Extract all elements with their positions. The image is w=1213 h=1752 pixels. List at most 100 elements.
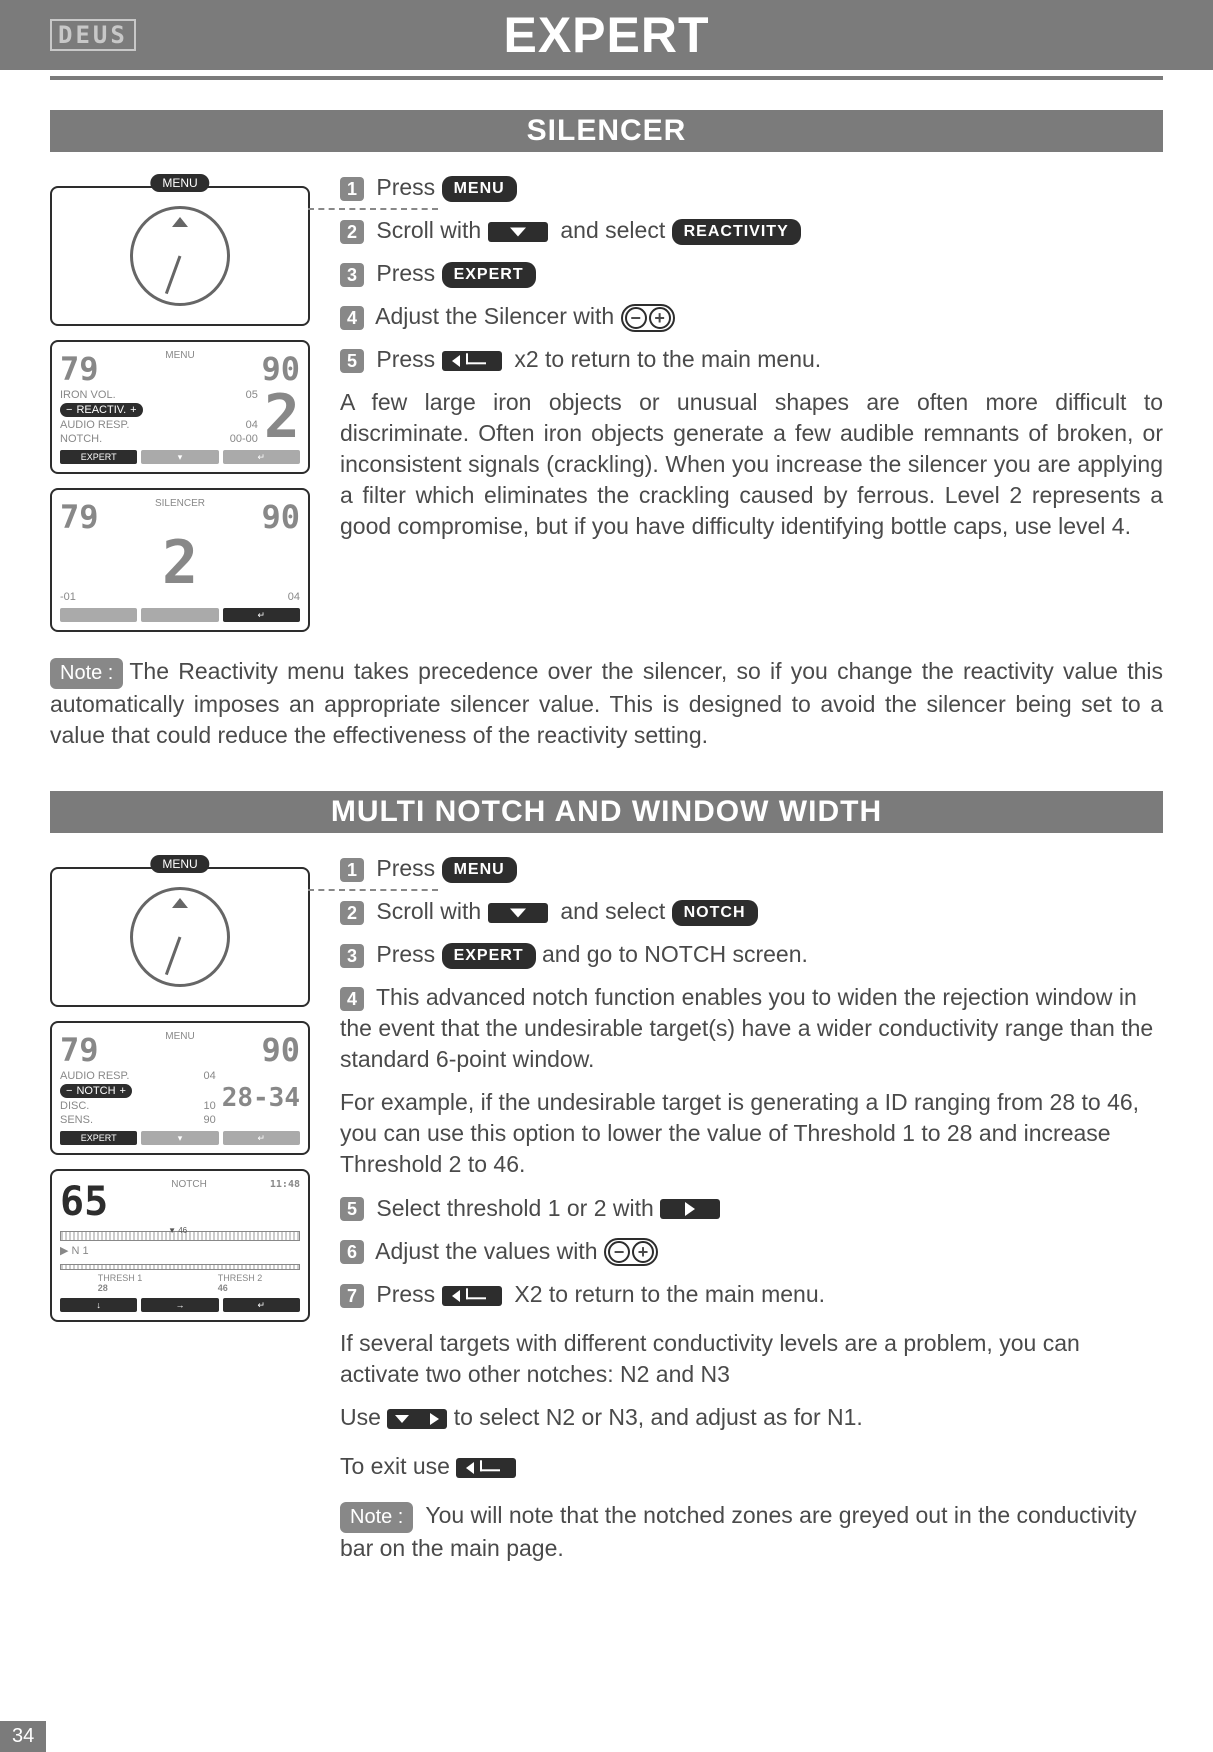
lcd-big-value: 28-34 [222,1083,300,1113]
right-arrow-icon[interactable] [660,1199,720,1219]
softkey: ↓ [60,1298,137,1312]
lcd-big-value: 2 [162,528,198,598]
lcd-row-val: 10 [203,1100,215,1112]
back-icon[interactable] [456,1458,516,1478]
lcd-menu-label: MENU [99,350,262,361]
expert-pill[interactable]: EXPERT [442,262,536,288]
step-text: and go to NOTCH screen. [542,941,808,967]
step-6: 6 [340,1240,364,1264]
lcd-silencer-screen: 79 SILENCER 90 2 -0104 ↵ [50,488,310,632]
header-bar: DEUS EXPERT [0,0,1213,70]
note-text: You will note that the notched zones are… [340,1502,1137,1561]
lcd-title: SILENCER [99,498,262,509]
menu-button-pill[interactable]: MENU [442,176,517,202]
extra-text: to select N2 or N3, and adjust as for N1… [454,1404,863,1430]
section-silencer-header: SILENCER [50,110,1163,152]
page-number: 34 [0,1721,46,1752]
note-badge: Note : [50,658,123,689]
lcd-notch-menu-screen: 79 MENU 90 AUDIO RESP. 04 −NOTCH+ DISC. 10… [50,1021,310,1155]
lcd-reactivity-screen: 79 MENU 90 IRON VOL.05 −REACTIV.+ AUDIO … [50,340,310,474]
step-text: Press [376,855,435,881]
back-icon[interactable] [442,351,502,371]
lcd-notch-id: N 1 [72,1245,89,1257]
lcd-menu-label: MENU [99,1031,262,1042]
minus-plus-icon[interactable]: −+ [604,1238,658,1266]
back-icon[interactable] [442,1286,502,1306]
header-underline [50,76,1163,80]
step-4b-text: For example, if the undesirable target i… [340,1087,1163,1180]
lcd-row-val: 00-00 [230,433,258,445]
step-text: and select [560,217,665,243]
step-3: 3 [340,944,364,968]
step-text: and select [560,898,665,924]
lcd-range-low: -01 [60,591,76,603]
lcd-row-val: 05 [246,389,258,401]
lcd-val-right: 90 [261,1031,300,1069]
step-text: This advanced notch function enables you… [340,984,1153,1072]
lcd-row-val: 90 [203,1114,215,1126]
step-text: Select threshold 1 or 2 with [376,1195,653,1221]
lcd-big-value: 2 [264,390,300,444]
menu-button-pill[interactable]: MENU [442,857,517,883]
silencer-body: A few large iron objects or unusual shap… [340,387,1163,542]
thresh2-val: 46 [218,1283,228,1293]
softkey: → [141,1298,218,1312]
remote-illustration-2: MENU [50,867,310,1007]
scroll-down-icon[interactable] [488,903,548,923]
softkey: ▾ [141,1131,218,1145]
exit-text: To exit use [340,1453,450,1479]
conductivity-bar: ▼ 46 [60,1231,300,1241]
lcd-row-val: 04 [203,1070,215,1082]
softkey: EXPERT [60,450,137,464]
note-text: The Reactivity menu takes precedence ove… [50,658,1163,748]
step-text: Press [376,174,435,200]
lcd-row-label: IRON VOL. [60,389,116,401]
minus-plus-icon[interactable]: −+ [621,304,675,332]
step-text: Press [376,1281,435,1307]
lcd-row-label: NOTCH. [60,433,102,445]
thresh2-label: THRESH 2 [218,1273,263,1283]
softkey: ↵ [223,450,300,464]
step-text: x2 to return to the main menu. [514,346,821,372]
lcd-row-label: AUDIO RESP. [60,1070,130,1082]
step-1: 1 [340,177,364,201]
softkey: ↵ [223,1298,300,1312]
section-notch-header: MULTI NOTCH AND WINDOW WIDTH [50,791,1163,833]
down-select-icon[interactable] [387,1409,447,1429]
remote-illustration: MENU [50,186,310,326]
step-text: Press [376,346,435,372]
lcd-val-left: 79 [60,350,99,388]
reactivity-pill[interactable]: REACTIVITY [672,219,801,245]
scroll-down-icon[interactable] [488,222,548,242]
step-1: 1 [340,858,364,882]
lcd-val-left: 79 [60,1031,99,1069]
lcd-time: 11:48 [270,1179,300,1190]
page-title: EXPERT [0,6,1213,64]
silencer-note: Note :The Reactivity menu takes preceden… [0,646,1213,761]
step-2: 2 [340,220,364,244]
step-3: 3 [340,263,364,287]
lcd-val-left: 79 [60,498,99,536]
step-text: X2 to return to the main menu. [514,1281,825,1307]
softkey [60,608,137,622]
expert-pill[interactable]: EXPERT [442,943,536,969]
thresh1-val: 28 [98,1283,108,1293]
extra-text-1: If several targets with different conduc… [340,1328,1163,1390]
softkey: ▾ [141,450,218,464]
step-7: 7 [340,1284,364,1308]
softkey: ↵ [223,1131,300,1145]
softkey: ↵ [223,608,300,622]
step-text: Adjust the values with [375,1238,597,1264]
step-text: Press [376,941,435,967]
step-4: 4 [340,987,364,1011]
step-4: 4 [340,306,364,330]
lcd-selected-row: −NOTCH+ [60,1084,132,1098]
lcd-notch-threshold-screen: 65 NOTCH 11:48 ▼ 46 ▶ N 1 THRESH 128 THR… [50,1169,310,1322]
softkey [141,608,218,622]
step-5: 5 [340,349,364,373]
notch-pill[interactable]: NOTCH [672,900,758,926]
range-bar [60,1264,300,1270]
note-badge: Note : [340,1502,413,1533]
lcd-row-label: DISC. [60,1100,89,1112]
step-text: Scroll with [376,217,481,243]
